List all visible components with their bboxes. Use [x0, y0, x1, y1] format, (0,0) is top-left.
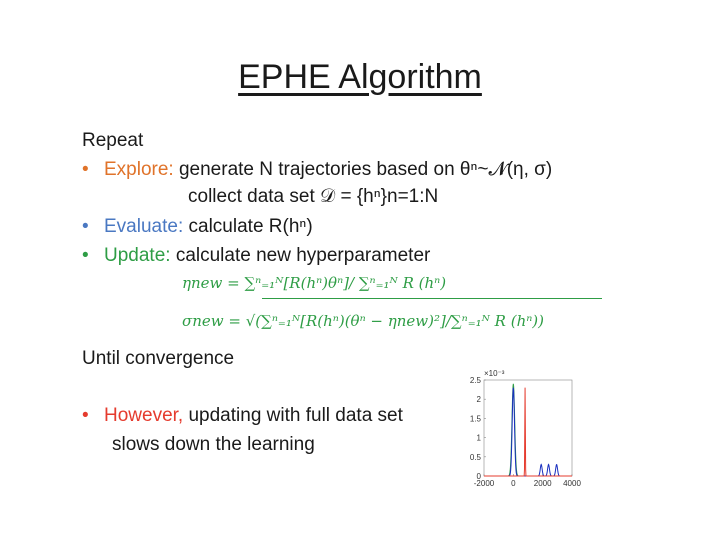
- y-scale-label: ×10⁻³: [484, 369, 505, 378]
- evaluate-text: calculate R(hⁿ): [188, 216, 313, 237]
- however-bullet: • However, updating with full data set: [82, 405, 403, 427]
- x-tick-label: -2000: [474, 479, 495, 488]
- series-line-2: [484, 387, 572, 477]
- distribution-chart: ×10⁻³00.511.522.5-2000 0 2000 4000: [470, 369, 582, 488]
- bullet-dot: •: [82, 216, 89, 237]
- update-label: Update:: [104, 245, 171, 266]
- until-label: Until convergence: [82, 348, 235, 369]
- x-tick-label: 0: [511, 479, 516, 488]
- y-tick-label: 2.5: [470, 376, 482, 385]
- x-tick-label: 4000: [563, 479, 581, 488]
- sigma-formula: σnew = √(∑ⁿ₌₁ᴺ[R(hⁿ)(θⁿ − ηnew)²]/∑ⁿ₌₁ᴺ …: [182, 312, 545, 330]
- evaluate-label: Evaluate:: [104, 216, 184, 237]
- update-text: calculate new hyperparameter: [175, 245, 431, 266]
- bullet-dot: •: [82, 159, 89, 180]
- sqrt-bar: [262, 298, 602, 299]
- y-tick-label: 1: [477, 434, 482, 443]
- explore-text: generate N trajectories based on θⁿ~𝓝(η,…: [178, 159, 553, 180]
- y-tick-label: 0: [477, 472, 482, 481]
- y-tick-label: 2: [477, 395, 482, 404]
- bullet-dot: •: [82, 245, 89, 266]
- plot-area: ×10⁻³00.511.522.5-2000 0 2000 4000: [470, 369, 582, 488]
- repeat-label: Repeat: [82, 130, 144, 151]
- plot-frame: [483, 379, 573, 477]
- bullet-dot: •: [82, 405, 89, 426]
- series-line-0: [484, 383, 572, 477]
- eta-formula: ηnew = ∑ⁿ₌₁ᴺ[R(hⁿ)θⁿ]/ ∑ⁿ₌₁ᴺ R (hⁿ): [182, 274, 447, 292]
- series-line-1: [484, 387, 572, 477]
- y-tick-label: 1.5: [470, 414, 482, 423]
- slide-title: EPHE Algorithm: [238, 58, 482, 96]
- however-text2: slows down the learning: [112, 434, 315, 455]
- explore-label: Explore:: [104, 159, 174, 180]
- update-bullet: • Update: calculate new hyperparameter: [82, 245, 430, 267]
- explore-bullet: • Explore: generate N trajectories based …: [82, 159, 552, 181]
- however-label: However,: [104, 405, 184, 426]
- collect-text: collect data set 𝒟 = {hⁿ}n=1:N: [188, 186, 439, 207]
- however-text: updating with full data set: [188, 405, 403, 426]
- x-tick-label: 2000: [534, 479, 552, 488]
- evaluate-bullet: • Evaluate: calculate R(hⁿ): [82, 216, 313, 238]
- y-tick-label: 0.5: [470, 453, 482, 462]
